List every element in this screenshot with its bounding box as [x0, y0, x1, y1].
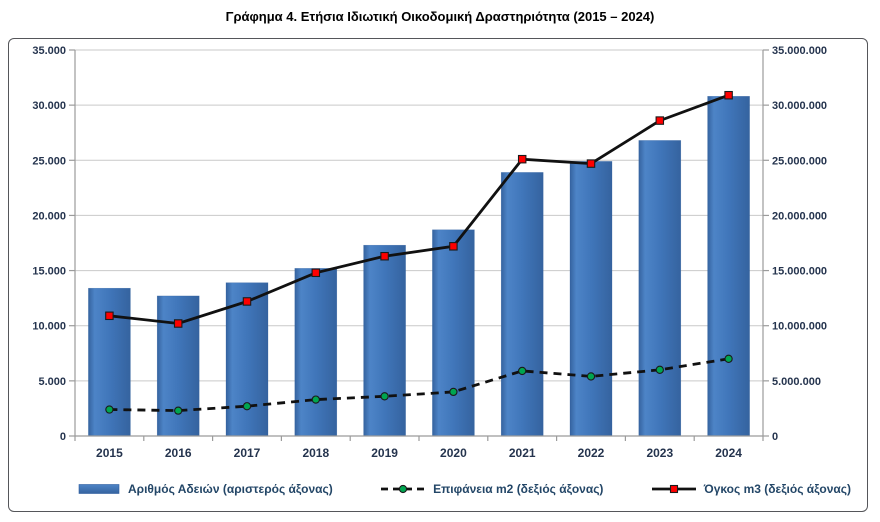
combo-chart: 0 5.000 10.000 15.000 20.000 25.000 30.000 35.0…: [32, 45, 827, 460]
surface-marker-2017: [242, 402, 252, 411]
bar-2024: [707, 96, 750, 437]
volume-marker-2022: [586, 159, 596, 168]
left-axis-tick-label: 5.000: [38, 376, 66, 388]
volume-line: [109, 93, 730, 325]
right-axis-tick-label: 25.000.000: [772, 155, 827, 167]
solid-line-series-swatch-icon: [651, 484, 696, 494]
left-axis-tick-label: 20.000: [32, 210, 66, 222]
legend-label-permits: Αριθμός Αδειών (αριστερός άξονας): [128, 482, 333, 496]
bar-2021: [500, 172, 544, 437]
bar-series-swatch-icon: [78, 484, 120, 494]
surface-marker-2015: [105, 405, 114, 414]
right-axis-tick-label: 35.000.000: [772, 45, 827, 57]
volume-marker-2020: [449, 242, 458, 251]
surface-marker-2022: [586, 372, 596, 381]
right-axis-tick-label: 10.000.000: [772, 321, 827, 333]
volume-marker-2019: [380, 251, 389, 261]
right-axis-tick-label: 0: [772, 431, 778, 443]
surface-marker-2016: [174, 406, 183, 415]
chart-legend: Αριθμός Αδειών (αριστερός άξονας) Επιφάν…: [9, 469, 867, 509]
bar-2016: [156, 295, 200, 437]
x-axis-category-label: 2015: [96, 446, 123, 460]
surface-marker-2019: [380, 392, 389, 401]
right-axis-tick-label: 20.000.000: [772, 210, 827, 222]
right-axis-tick-label: 15.000.000: [772, 266, 827, 278]
bar-2015: [88, 287, 131, 437]
left-axis-tick-label: 10.000: [32, 321, 66, 333]
chart-title: Γράφημα 4. Ετήσια Ιδιωτική Οικοδομική Δρ…: [225, 9, 655, 24]
x-axis-category-label: 2023: [646, 446, 673, 460]
surface-marker-2018: [311, 395, 320, 404]
x-axis-category-label: 2017: [234, 446, 261, 460]
x-axis-category-label: 2022: [578, 446, 605, 460]
legend-label-volume: Όγκος m3 (δεξιός άξονας): [703, 482, 851, 496]
surface-marker-2021: [518, 366, 527, 376]
right-axis-tick-label: 30.000.000: [772, 100, 827, 112]
left-axis-tick-label: 15.000: [32, 266, 66, 278]
left-axis-tick-label: 25.000: [32, 155, 66, 167]
bar-2019: [363, 244, 406, 437]
right-axis-tick-label: 5.000.000: [772, 376, 821, 388]
x-axis-category-label: 2020: [440, 446, 467, 460]
bar-2020: [432, 229, 475, 437]
volume-marker-2021: [517, 154, 527, 164]
volume-marker-2018: [311, 268, 321, 278]
bar-2023: [638, 140, 682, 437]
legend-label-surface: Επιφάνεια m2 (δεξιός άξονας): [433, 482, 604, 496]
legend-item-volume: Όγκος m3 (δεξιός άξονας): [651, 482, 851, 496]
left-axis-tick-label: 0: [60, 431, 66, 443]
bar-2018: [294, 268, 338, 437]
legend-item-permits: Αριθμός Αδειών (αριστερός άξονας): [77, 482, 333, 496]
surface-marker-2023: [655, 365, 664, 374]
x-axis-category-label: 2021: [509, 446, 536, 460]
volume-marker-2024: [724, 90, 733, 100]
x-axis-category-label: 2024: [715, 446, 742, 460]
dashed-line-series-swatch-icon: [381, 484, 426, 494]
legend-item-surface: Επιφάνεια m2 (δεξιός άξονας): [380, 482, 603, 496]
x-axis-category-label: 2019: [371, 446, 398, 460]
volume-marker-2023: [655, 116, 665, 125]
left-axis-tick-label: 35.000: [32, 45, 66, 57]
left-axis-tick-label: 30.000: [32, 100, 66, 112]
x-axis-category-label: 2018: [302, 446, 329, 460]
surface-marker-2020: [449, 387, 458, 397]
surface-marker-2024: [724, 354, 733, 363]
bar-2022: [569, 161, 613, 437]
chart-frame: 0 5.000 10.000 15.000 20.000 25.000 30.000 35.0…: [8, 38, 868, 512]
x-axis-category-label: 2016: [165, 446, 192, 460]
surface-line: [109, 357, 729, 413]
volume-marker-2015: [105, 311, 114, 321]
volume-marker-2016: [173, 319, 183, 328]
volume-marker-2017: [242, 297, 252, 306]
